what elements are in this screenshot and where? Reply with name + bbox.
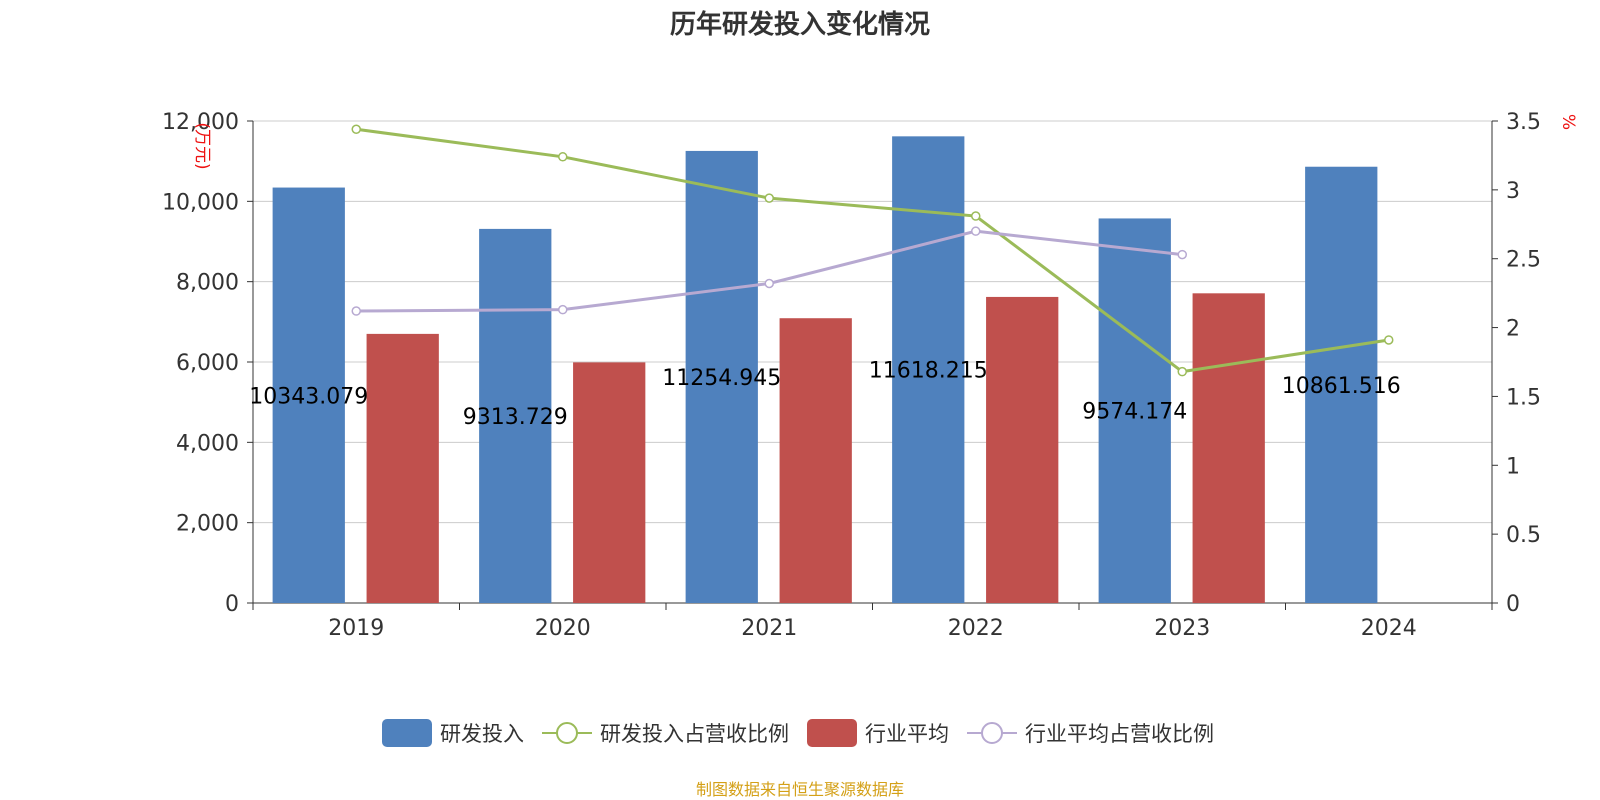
legend-item-rd[interactable]: 研发投入: [382, 718, 524, 748]
bar-industry: [573, 362, 646, 603]
x-tick-label: 2022: [948, 616, 1004, 641]
point-rd-ratio: [1384, 335, 1394, 345]
legend-label-ind-ratio: 行业平均占营收比例: [1025, 722, 1214, 746]
legend-item-ind[interactable]: 行业平均: [807, 718, 949, 748]
y-right-unit: %: [1558, 114, 1578, 130]
legend: 研发投入 研发投入占营收比例 行业平均 行业平均占营收比例: [0, 718, 1600, 748]
y-left-tick-label: 4,000: [176, 431, 239, 456]
y-right-tick-label: 2: [1506, 317, 1520, 342]
y-right-tick-label: 0.5: [1506, 523, 1541, 548]
bar-industry: [779, 318, 852, 603]
y-left-tick-label: 0: [225, 592, 239, 617]
bar-rd: [479, 228, 552, 603]
bar-industry: [986, 296, 1059, 603]
x-tick-label: 2023: [1154, 616, 1210, 641]
point-industry-ratio: [764, 278, 774, 289]
y-right-tick-label: 0: [1506, 592, 1520, 617]
line-rd-ratio: [356, 127, 1389, 374]
point-rd-ratio: [971, 211, 981, 221]
bar-rd: [685, 150, 758, 603]
legend-swatch-ind-ratio: [967, 722, 1017, 744]
y-left-tick-label: 2,000: [176, 512, 239, 537]
bar-rd: [272, 187, 345, 604]
y-left-unit: (万元): [192, 122, 212, 169]
legend-swatch-rd: [382, 719, 432, 747]
legend-label-rd: 研发投入: [440, 722, 524, 746]
legend-item-ind-ratio[interactable]: 行业平均占营收比例: [967, 718, 1214, 748]
y-left-tick-label: 8,000: [176, 271, 239, 296]
point-industry-ratio: [558, 304, 568, 315]
chart-title: 历年研发投入变化情况: [669, 10, 930, 40]
point-rd-ratio: [558, 152, 568, 162]
point-rd-ratio: [351, 124, 361, 135]
bar-data-label: 9313.729: [463, 405, 568, 430]
y-left-tick-label: 10,000: [162, 190, 239, 215]
data-source-note: 制图数据来自恒生聚源数据库: [695, 780, 904, 799]
bar-data-label: 11254.945: [662, 366, 781, 391]
y-right-tick-label: 1: [1506, 454, 1520, 479]
point-industry-ratio: [1177, 249, 1187, 260]
bar-industry: [366, 333, 439, 603]
bar-data-label: 9574.174: [1082, 400, 1187, 425]
x-tick-label: 2024: [1361, 616, 1417, 641]
legend-label-ind: 行业平均: [865, 722, 949, 746]
legend-swatch-rd-ratio: [542, 722, 592, 744]
bar-data-label: 11618.215: [869, 359, 988, 384]
y-left-tick-label: 12,000: [162, 110, 239, 135]
y-right-tick-label: 3: [1506, 179, 1520, 204]
y-right-tick-label: 1.5: [1506, 385, 1541, 410]
legend-swatch-ind: [807, 719, 857, 747]
y-left-tick-label: 6,000: [176, 351, 239, 376]
point-rd-ratio: [1177, 366, 1187, 377]
bar-rd: [1305, 166, 1378, 603]
x-tick-label: 2019: [328, 616, 384, 641]
legend-item-rd-ratio[interactable]: 研发投入占营收比例: [542, 718, 789, 748]
y-right-tick-label: 3.5: [1506, 110, 1541, 135]
x-tick-label: 2020: [535, 616, 591, 641]
bar-rd: [1098, 218, 1171, 603]
bar-data-label: 10861.516: [1282, 374, 1401, 399]
bar-industry: [1192, 293, 1265, 603]
point-rd-ratio: [764, 193, 774, 203]
point-industry-ratio: [971, 226, 981, 236]
x-tick-label: 2021: [741, 616, 797, 641]
legend-label-rd-ratio: 研发投入占营收比例: [600, 722, 789, 746]
point-industry-ratio: [351, 306, 361, 316]
bar-data-label: 10343.079: [249, 384, 368, 409]
y-right-tick-label: 2.5: [1506, 248, 1541, 273]
